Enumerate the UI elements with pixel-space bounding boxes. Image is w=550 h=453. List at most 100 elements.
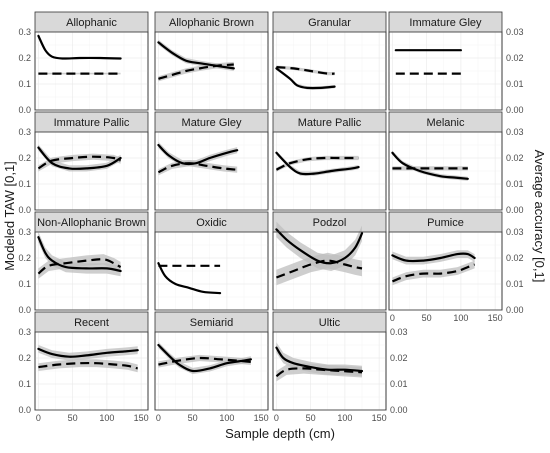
taw-line	[37, 347, 139, 358]
x-tick-label: 0	[36, 413, 41, 423]
accuracy-line	[276, 259, 363, 279]
accuracy-line	[158, 356, 251, 366]
y-tick-label-right: 0.01	[390, 379, 408, 389]
confidence-ribbon	[38, 72, 121, 75]
panel-border	[34, 331, 149, 411]
confidence-ribbon	[158, 141, 238, 167]
facet-title: Pumice	[427, 217, 464, 229]
y-tick-label-right: 0.01	[506, 179, 524, 189]
facet-panel-11: Pumice 0.00 0.01 0.02 0.03 0 50 100 150	[388, 211, 524, 323]
y-tick-label-right: 0.01	[506, 279, 524, 289]
facet-title: Immature Pallic	[54, 117, 130, 129]
x-tick-label: 50	[422, 313, 432, 323]
confidence-ribbon	[38, 153, 121, 172]
confidence-ribbon	[158, 39, 234, 71]
facet-title: Immature Gley	[409, 17, 482, 29]
y-tick-label-right: 0.02	[506, 153, 524, 163]
accuracy-line	[391, 263, 475, 283]
facet-panel-1: Allophanic Brown	[154, 11, 269, 111]
panel-border	[154, 231, 269, 311]
x-tick-label: 0	[274, 413, 279, 423]
x-tick-label: 100	[453, 313, 468, 323]
taw-line	[37, 236, 122, 273]
taw-line	[37, 146, 122, 171]
confidence-ribbon	[38, 144, 121, 172]
y-tick-label-right: 0.03	[390, 327, 408, 337]
taw-line	[275, 228, 364, 265]
panels-layer: Allophanic 0.0 0.1 0.2 0.3 Allophanic Brown Gr…	[18, 11, 524, 423]
panel-border	[272, 231, 387, 311]
facet-title: Semiarid	[190, 317, 233, 329]
facet-title: Mature Pallic	[298, 117, 362, 129]
y-tick-label-right: 0.02	[506, 53, 524, 63]
y-axis-title-left: Modeled TAW [0,1]	[2, 161, 17, 271]
facet-panel-14: Ultic 0.00 0.01 0.02 0.03 0 50 100 150	[272, 311, 408, 423]
taw-line	[391, 252, 476, 263]
x-tick-label: 100	[337, 413, 352, 423]
facet-title: Melanic	[427, 117, 465, 129]
facet-title: Mature Gley	[182, 117, 242, 129]
panel-border	[154, 131, 269, 211]
x-tick-label: 150	[134, 413, 149, 423]
y-tick-label-left: 0.3	[18, 27, 31, 37]
facet-title: Granular	[308, 17, 351, 29]
panel-border	[154, 331, 269, 411]
y-tick-label-left: 0.2	[18, 153, 31, 163]
confidence-ribbon	[276, 363, 362, 382]
facet-title: Allophanic	[66, 17, 117, 29]
y-tick-label-right: 0.00	[506, 205, 524, 215]
x-tick-label: 50	[188, 413, 198, 423]
y-tick-label-left: 0.0	[18, 305, 31, 315]
y-tick-label-left: 0.3	[18, 327, 31, 337]
facet-panel-8: Non-Allophanic Brown 0.0 0.1 0.2 0.3	[18, 211, 149, 315]
facet-title: Podzol	[313, 217, 347, 229]
panel-border	[154, 31, 269, 111]
x-tick-label: 0	[156, 413, 161, 423]
facet-panel-5: Mature Gley	[154, 111, 269, 211]
panel-border	[272, 31, 387, 111]
y-tick-label-left: 0.2	[18, 353, 31, 363]
y-tick-label-right: 0.00	[390, 405, 408, 415]
facet-panel-7: Melanic 0.00 0.01 0.02 0.03	[388, 111, 524, 215]
taw-line	[37, 34, 122, 60]
y-tick-label-right: 0.02	[390, 353, 408, 363]
panel-border	[272, 131, 387, 211]
y-tick-label-left: 0.0	[18, 105, 31, 115]
x-tick-label: 50	[306, 413, 316, 423]
y-axis-title-right: Average accuracy [0,1]	[532, 150, 547, 283]
taw-line	[275, 67, 336, 90]
y-tick-label-right: 0.03	[506, 27, 524, 37]
facet-title: Ultic	[319, 317, 341, 329]
facet-title: Non-Allophanic Brown	[37, 217, 146, 229]
panel-border	[34, 131, 149, 211]
y-tick-label-left: 0.1	[18, 379, 31, 389]
y-tick-label-left: 0.1	[18, 179, 31, 189]
facet-panel-2: Granular	[272, 11, 387, 111]
accuracy-line	[275, 156, 359, 171]
x-tick-label: 50	[68, 413, 78, 423]
y-tick-label-left: 0.0	[18, 205, 31, 215]
y-tick-label-right: 0.00	[506, 305, 524, 315]
confidence-ribbon	[276, 155, 359, 172]
x-tick-label: 150	[488, 313, 503, 323]
facet-title: Recent	[74, 317, 109, 329]
facet-title: Oxidic	[196, 217, 227, 229]
taw-line	[275, 151, 360, 176]
x-tick-label: 100	[99, 413, 114, 423]
panel-border	[388, 231, 503, 311]
y-tick-label-left: 0.1	[18, 79, 31, 89]
y-tick-label-right: 0.02	[506, 253, 524, 263]
y-tick-label-left: 0.2	[18, 253, 31, 263]
x-axis-title: Sample depth (cm)	[225, 426, 335, 441]
x-tick-label: 0	[390, 313, 395, 323]
facet-panel-3: Immature Gley 0.00 0.01 0.02 0.03	[388, 11, 524, 115]
facet-panel-13: Semiarid 0 50 100 150	[154, 311, 269, 423]
y-tick-label-left: 0.3	[18, 127, 31, 137]
accuracy-line	[38, 361, 138, 370]
y-tick-label-left: 0.0	[18, 405, 31, 415]
confidence-ribbon	[158, 354, 251, 368]
accuracy-line	[276, 66, 335, 75]
taw-line	[157, 143, 239, 166]
